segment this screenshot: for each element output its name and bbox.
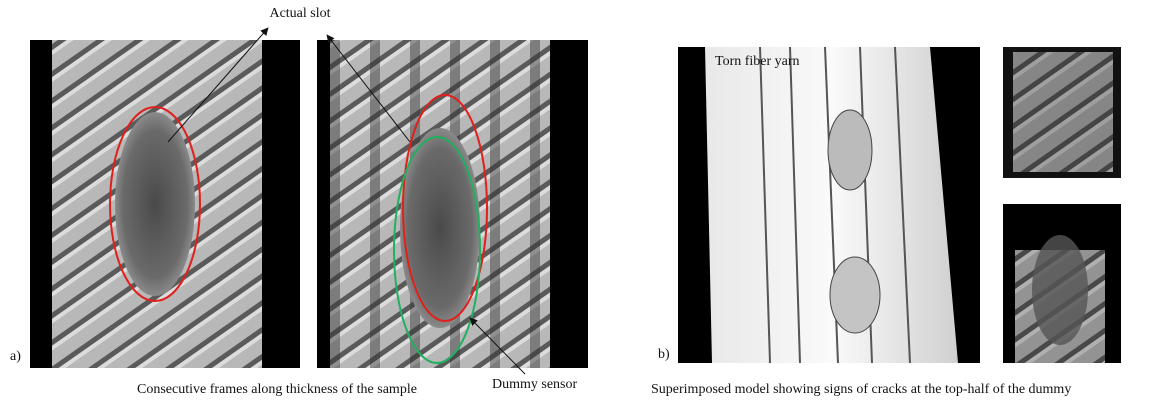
figure: Actual slot Dummy sensor a) Consecutive … xyxy=(0,0,1164,401)
page: Actual slot Dummy sensor a) Consecutive … xyxy=(0,0,1164,401)
render-bottom xyxy=(1003,204,1121,363)
annotation: Actual slot xyxy=(269,6,330,21)
ct-frame-2 xyxy=(317,40,588,368)
ct-frame-1 xyxy=(30,40,300,368)
caption: Consecutive frames along thickness of th… xyxy=(137,382,417,397)
panel-label: b) xyxy=(658,347,670,362)
annotation: Torn fiber yarn xyxy=(715,54,800,69)
panel-label: a) xyxy=(10,349,21,364)
render-main xyxy=(678,47,980,363)
render-top xyxy=(1003,47,1121,178)
annotation: Dummy sensor xyxy=(492,377,578,392)
caption: Superimposed model showing signs of crac… xyxy=(651,382,1071,397)
